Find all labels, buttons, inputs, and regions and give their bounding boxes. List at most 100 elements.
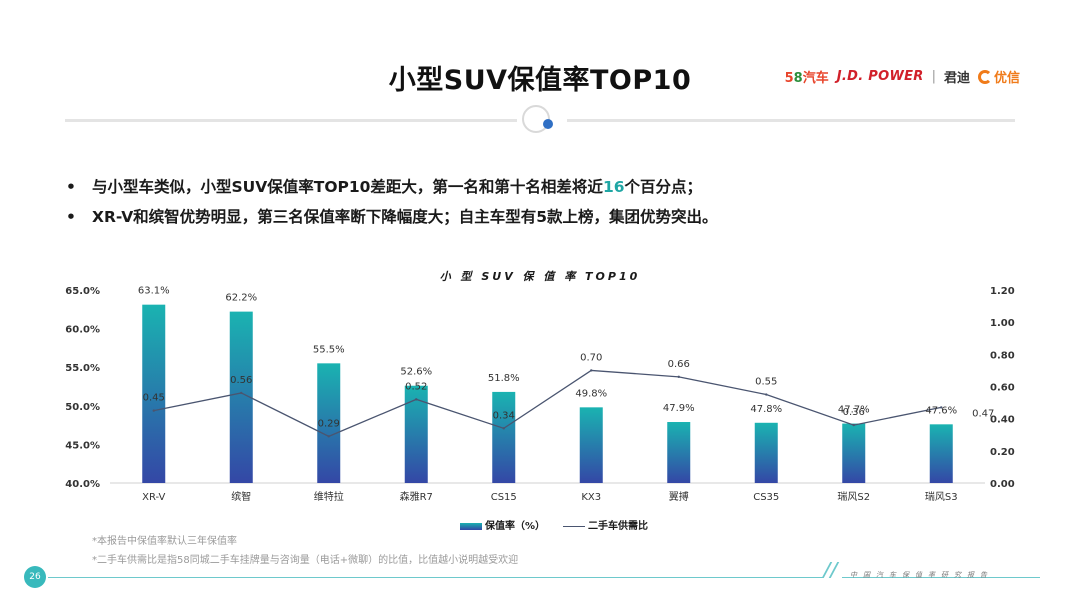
x-tick-label: 瑞风S3 [925,491,958,503]
bar [404,385,428,483]
y-right-tick-label: 0.20 [990,447,1015,458]
bar-series [142,304,953,483]
bar-data-label: 63.1% [138,286,170,297]
logo-jdpower: J.D. POWER [836,69,924,84]
divider-dot-icon [543,119,553,129]
bullet-item: • XR-V和缤智优势明显，第三名保值率断下降幅度大；自主车型有5款上榜，集团优… [66,202,717,232]
bar-data-label: 51.8% [488,373,520,384]
line-point [852,423,855,427]
footnote: *本报告中保值率默认三年保值率 [92,536,237,547]
x-tick-label: 缤智 [231,490,251,503]
y-left-tick-label: 60.0% [65,325,100,336]
bar-data-label: 47.6% [925,405,957,416]
x-tick-label: CS15 [491,492,517,503]
y-left-tick-label: 50.0% [65,402,100,413]
youxin-mark-icon [977,69,992,84]
footer-line [48,577,823,578]
logo-jundi: 君迪 [943,71,970,86]
line-point [240,391,243,395]
line-data-label: 0.66 [668,359,690,370]
line-data-label: 0.70 [580,352,602,363]
x-tick-label: XR-V [142,492,165,503]
bar-data-label: 55.5% [313,344,345,355]
bar [317,363,341,483]
y-left-tick-label: 45.0% [65,440,100,451]
line-data-label: 0.45 [143,393,165,404]
footer-band [842,563,1040,578]
x-tick-label: 维特拉 [314,490,344,503]
line-point [940,406,943,409]
x-tick-label: CS35 [753,492,779,503]
line-data-label: 0.52 [405,381,427,392]
line-point [327,435,330,438]
line-data-label: 0.55 [755,377,777,388]
y-right-tick-label: 0.00 [990,479,1015,490]
bullet-text: 与小型车类似，小型SUV保值率TOP10差距大，第一名和第十名相差将近16个百分… [92,178,703,196]
line-data-label: 0.36 [843,407,865,418]
legend-bar-swatch-icon [460,522,482,530]
y-right-tick-label: 0.80 [990,350,1015,361]
chart-legend: 保值率（%） 二手车供需比 [460,517,648,532]
page-title: 小型SUV保值率TOP10 [388,65,692,96]
bar [492,391,516,483]
bar-data-label: 47.8% [750,404,782,415]
line-series [152,369,943,438]
line-data-label: 0.56 [230,375,252,386]
y-left-tick-label: 55.0% [65,363,100,374]
legend-item-line: 二手车供需比 [563,517,648,532]
y-right-tick-label: 1.00 [990,318,1015,329]
title-divider-left [65,119,517,122]
line-path [153,369,942,438]
chart-axes: 40.0% 45.0% 50.0% 55.0% 60.0% 65.0% 0.00 0.20 0.… [65,286,1014,503]
bullet-item: • 与小型车类似，小型SUV保值率TOP10差距大，第一名和第十名相差将近16个… [66,172,717,202]
bar [929,424,953,483]
x-tick-label: 森雅R7 [400,490,433,503]
y-left-tick-label: 40.0% [65,479,100,490]
x-tick-label: KX3 [581,492,601,503]
bar-data-label: 47.7% [838,405,870,416]
bar-data-label: 49.8% [575,388,607,399]
y-right-tick-label: 1.20 [990,286,1015,297]
x-tick-label: 翼搏 [669,490,689,503]
logo-58-auto: 58汽车 [784,71,829,86]
legend-item-bar: 保值率（%） [460,517,545,532]
divider-ring-icon [522,105,553,133]
title-divider-right [567,119,1015,122]
summary-bullets: • 与小型车类似，小型SUV保值率TOP10差距大，第一名和第十名相差将近16个… [66,172,717,232]
bar-data-label: 47.9% [663,403,695,414]
bar-data-label: 62.2% [225,293,257,304]
line-point [677,375,680,379]
bar [754,422,778,483]
line-point [765,393,768,396]
bullet-dot-icon: • [66,208,76,226]
chart-title: 小 型 SUV 保 值 率 TOP10 [439,270,641,283]
line-point [415,398,418,401]
bar [667,422,691,483]
legend-line-swatch-icon [563,525,586,527]
bar-data-label: 52.6% [400,367,432,378]
y-left-tick-label: 65.0% [65,286,100,297]
x-tick-label: 瑞风S2 [837,491,870,503]
y-right-tick-label: 0.60 [990,383,1015,394]
bullet-dot-icon: • [66,178,76,196]
page-number: 26 [24,566,46,588]
logo-youxin: 优信 [977,67,1020,86]
bar [229,311,253,483]
footnote: *二手车供需比是指58同城二手车挂牌量与咨询量（电话+微聊）的比值，比值越小说明… [92,555,519,566]
line-data-label: 0.47 [972,408,994,419]
footer-text: 中国汽车保值率研究报告 [850,571,993,579]
line-point [152,409,155,412]
bar [142,304,166,483]
y-right-tick-label: 0.40 [990,415,1015,426]
bullet-text: XR-V和缤智优势明显，第三名保值率断下降幅度大；自主车型有5款上榜，集团优势突… [92,208,718,226]
data-labels: 63.1% 62.2% 55.5% 52.6% 51.8% 49.8% 47.9% 47.8%… [138,286,995,430]
partner-logos: 58汽车 J.D. POWER | 君迪 优信 [785,67,1020,86]
line-data-label: 0.29 [318,418,340,429]
line-point [502,427,505,430]
bar [842,423,866,483]
line-point [590,369,593,372]
line-data-label: 0.34 [493,410,515,421]
bar [579,407,603,483]
highlight-number: 16 [602,178,625,196]
